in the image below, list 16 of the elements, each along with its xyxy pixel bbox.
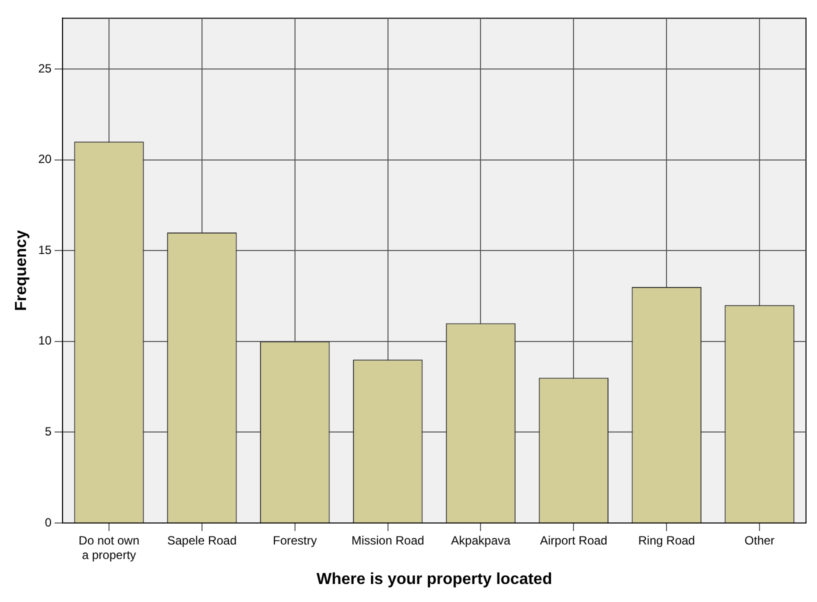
y-tick-label: 25 xyxy=(38,61,52,76)
x-axis-title: Where is your property located xyxy=(316,570,552,588)
x-tick-label: Ring Road xyxy=(638,534,695,548)
x-tick-label: Do not own a property xyxy=(78,534,140,562)
x-tick-label: Akpakpava xyxy=(451,534,511,548)
x-tick-label: Sapele Road xyxy=(167,534,237,548)
y-tick-label: 5 xyxy=(44,424,52,439)
x-tick-label: Forestry xyxy=(272,534,317,548)
y-tick-label: 20 xyxy=(38,152,52,166)
y-tick-label: 10 xyxy=(38,334,52,348)
y-axis-title: Frequency xyxy=(13,230,30,312)
x-tick-label: Mission Road xyxy=(351,534,424,548)
x-tick-label: Airport Road xyxy=(540,534,608,548)
y-tick-label: 0 xyxy=(44,515,52,530)
y-tick-label: 15 xyxy=(38,242,52,257)
x-tick-label: Other xyxy=(744,534,775,548)
